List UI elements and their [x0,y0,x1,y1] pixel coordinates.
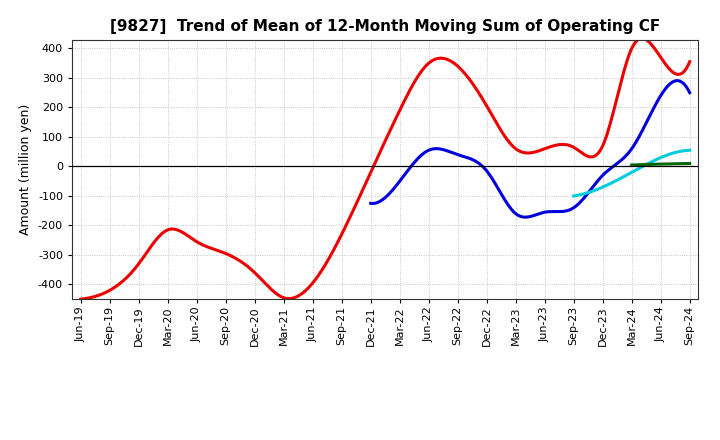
10 Years [664,161,672,167]
Line: 5 Years: 5 Years [371,81,690,217]
7 Years [685,147,694,153]
3 Years [516,149,525,154]
7 Years [653,156,662,161]
3 Years [150,240,158,245]
10 Years [670,161,678,166]
Title: [9827]  Trend of Mean of 12-Month Moving Sum of Operating CF: [9827] Trend of Mean of 12-Month Moving … [110,19,660,34]
5 Years [521,214,529,220]
Line: 7 Years: 7 Years [574,150,690,196]
7 Years [583,190,592,195]
7 Years [607,180,616,186]
7 Years [616,176,624,181]
7 Years [642,161,651,167]
10 Years [670,161,678,166]
3 Years [275,293,284,298]
Line: 10 Years: 10 Years [631,164,690,165]
10 Years [634,162,643,167]
3 Years [685,59,694,64]
3 Years [519,150,528,155]
7 Years [570,193,578,198]
Y-axis label: Amount (million yen): Amount (million yen) [19,104,32,235]
5 Years [405,166,413,172]
3 Years [76,297,85,302]
5 Years [568,206,577,211]
5 Years [492,184,501,189]
5 Years [598,174,606,179]
10 Years [685,161,694,166]
5 Years [685,90,694,95]
5 Years [366,201,375,206]
3 Years [459,70,468,75]
3 Years [318,268,326,273]
3 Years [638,36,647,41]
10 Years [627,162,636,168]
10 Years [647,162,655,167]
10 Years [650,161,659,167]
Line: 3 Years: 3 Years [81,38,690,299]
5 Years [672,78,681,83]
7 Years [654,156,662,161]
5 Years [599,172,608,177]
5 Years [470,158,479,163]
